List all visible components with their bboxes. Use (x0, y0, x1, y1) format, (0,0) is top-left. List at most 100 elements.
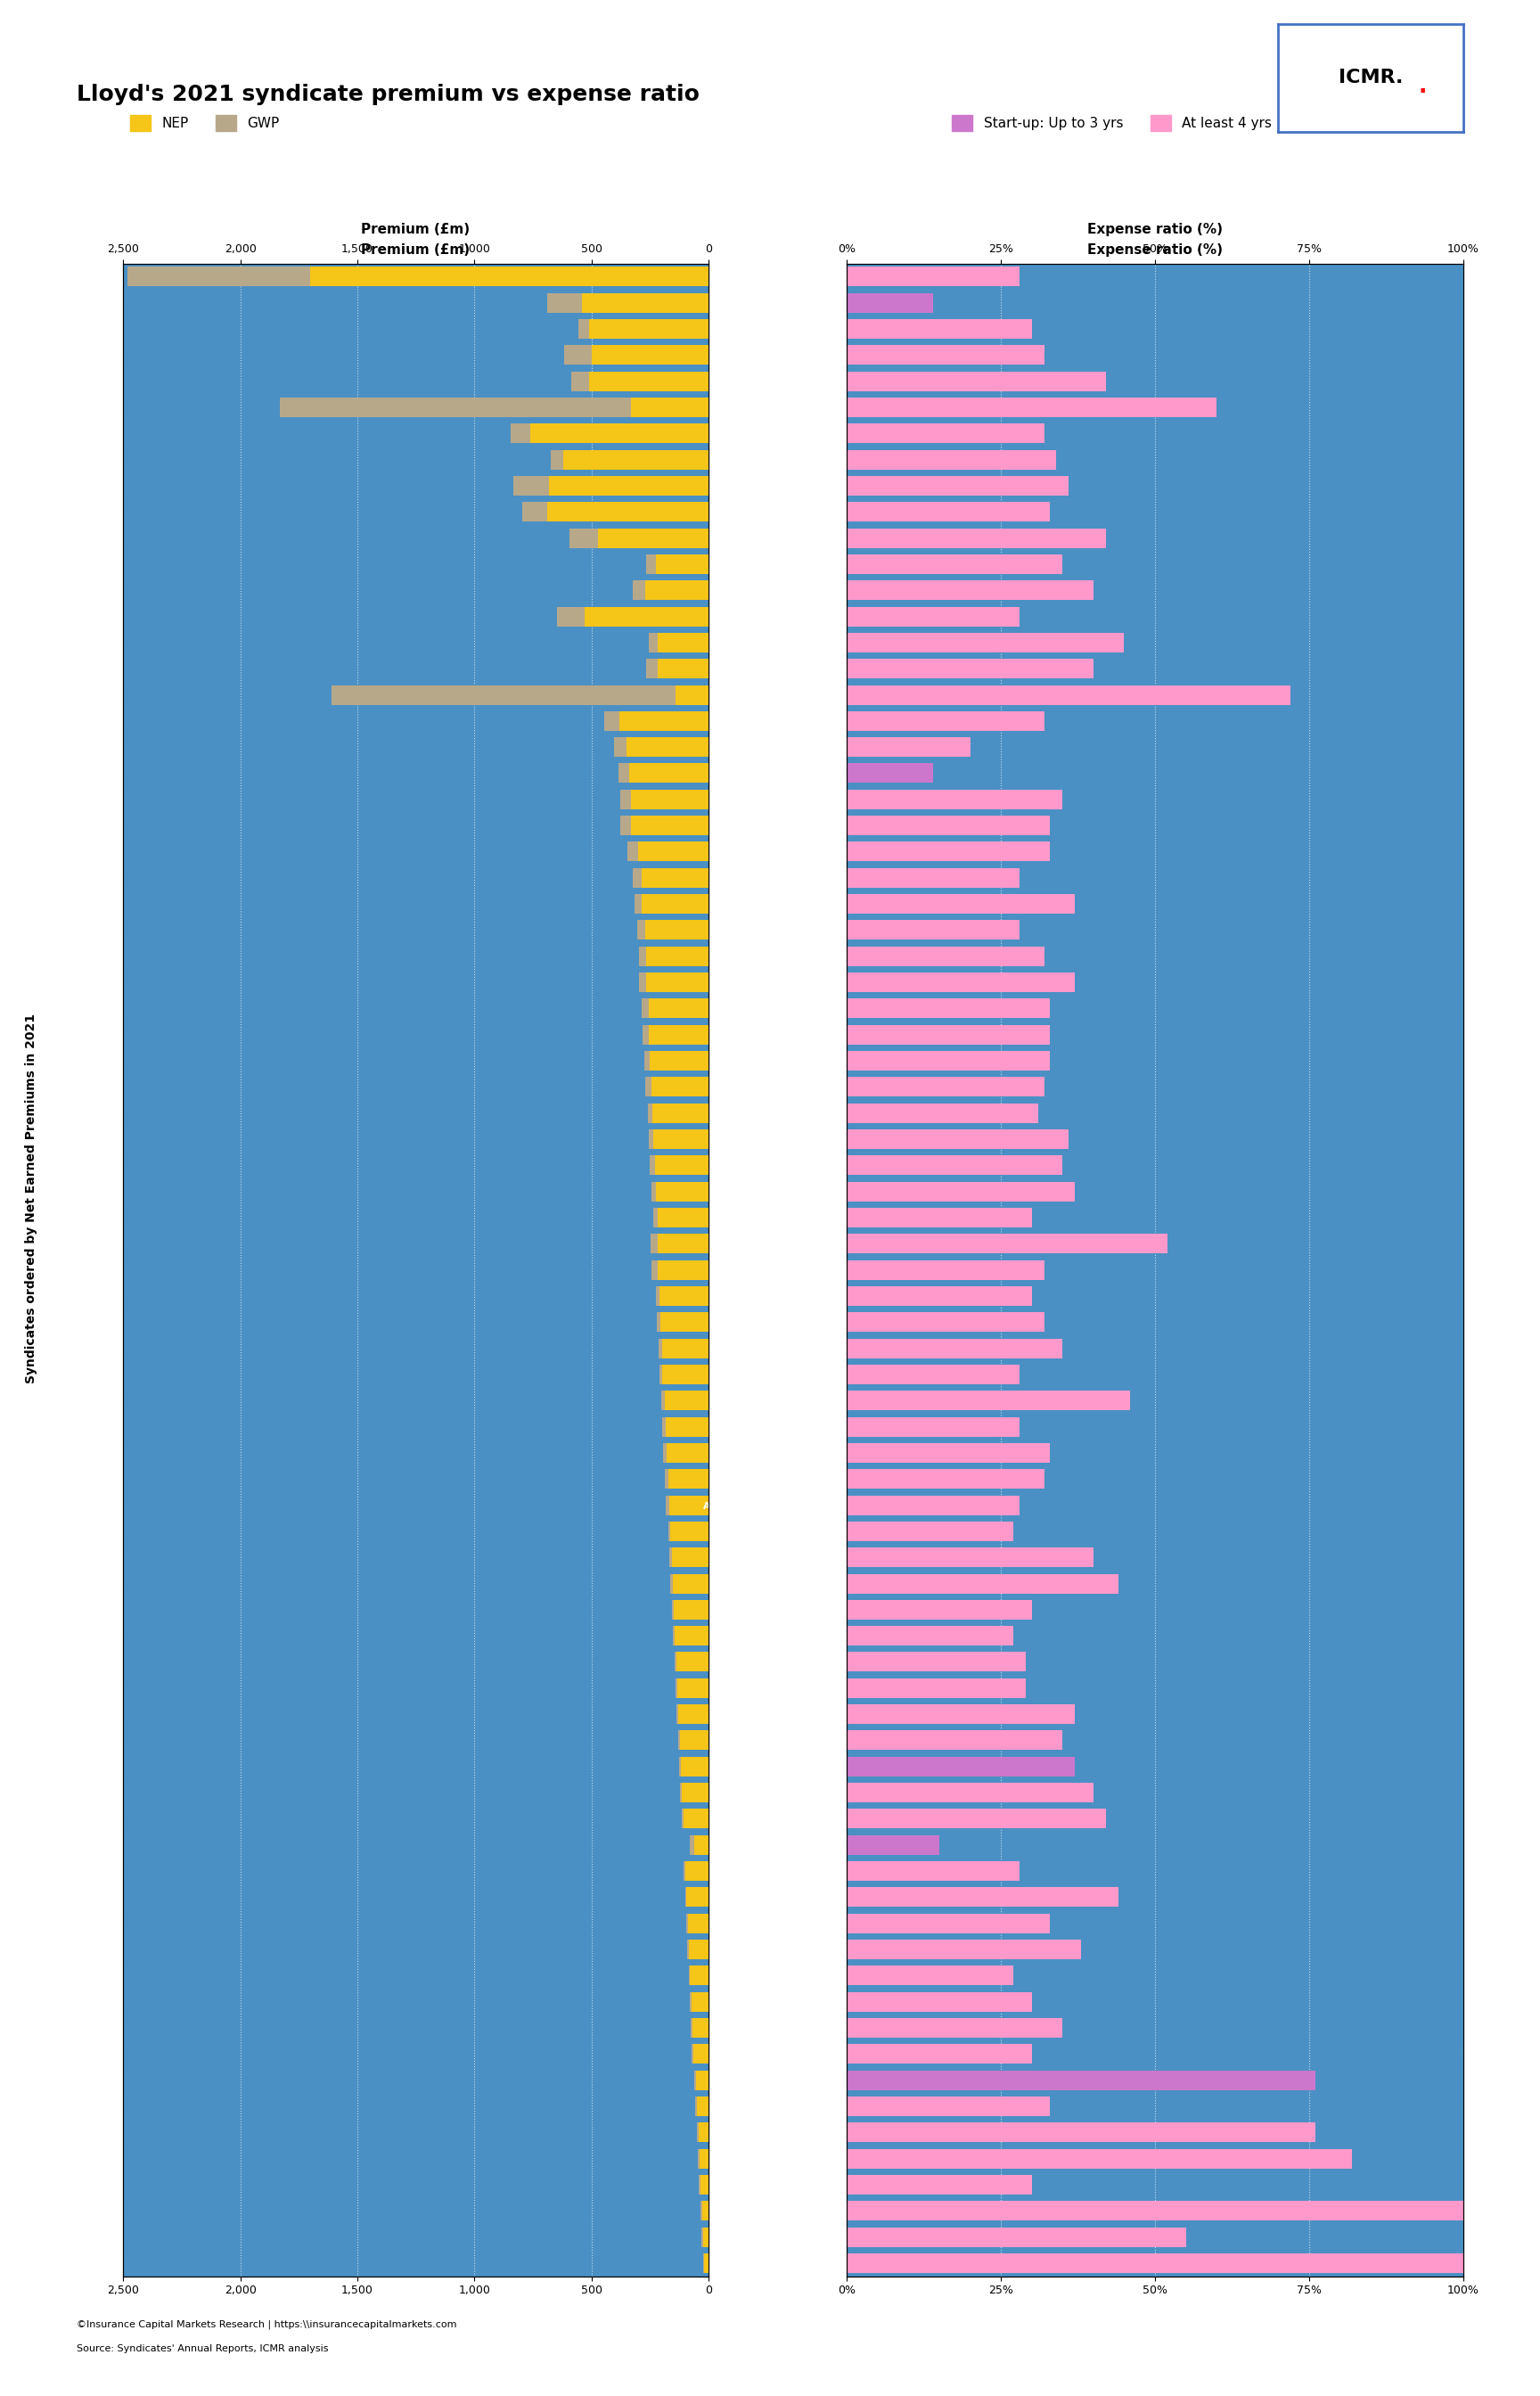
Bar (847, 371, 1106, 391)
Bar (847, 2123, 1315, 2142)
Bar (847, 920, 1019, 939)
Bar (584, 606, 708, 625)
Bar (659, 1287, 708, 1306)
Bar (633, 867, 708, 887)
Bar (701, 2202, 708, 2221)
Bar (847, 1601, 1032, 1620)
Bar (847, 1783, 1093, 1802)
Bar (564, 450, 708, 470)
Bar (691, 2044, 708, 2063)
Bar (847, 1627, 1013, 1646)
Bar (645, 580, 708, 599)
Bar (704, 2228, 708, 2247)
Bar (847, 1495, 1019, 1514)
Bar (687, 1888, 708, 1907)
Bar (571, 371, 708, 391)
Text: ICMR.: ICMR. (1338, 69, 1403, 86)
Bar (847, 1102, 1038, 1124)
Bar (847, 1965, 1013, 1986)
Bar (678, 1730, 708, 1749)
Bar (847, 606, 1019, 625)
Bar (704, 2252, 708, 2274)
Bar (664, 1442, 708, 1462)
Bar (847, 1914, 1050, 1934)
Bar (668, 1469, 708, 1488)
Bar (653, 1102, 708, 1124)
Bar (687, 1914, 708, 1934)
Bar (847, 2044, 1032, 2063)
Bar (675, 1627, 708, 1646)
Bar (676, 1677, 708, 1699)
Bar (631, 398, 708, 417)
Bar (670, 1574, 708, 1593)
Bar (847, 527, 1106, 549)
Bar (847, 1366, 1019, 1385)
Bar (656, 1313, 708, 1332)
Bar (847, 2252, 1463, 2274)
Bar (628, 764, 708, 783)
Bar (513, 477, 708, 496)
Bar (847, 1862, 1019, 1881)
Bar (847, 1339, 1063, 1359)
Bar (693, 2017, 708, 2037)
Bar (659, 1339, 708, 1359)
Bar (682, 1809, 708, 1828)
Bar (682, 1783, 708, 1802)
Bar (591, 345, 708, 364)
Bar (658, 1208, 708, 1227)
Bar (847, 1208, 1032, 1227)
Bar (671, 1601, 708, 1620)
Bar (658, 659, 708, 678)
Bar (688, 1965, 708, 1986)
Bar (847, 738, 970, 757)
Bar (550, 450, 708, 470)
Bar (633, 580, 708, 599)
Bar (847, 292, 933, 311)
Bar (847, 1704, 1075, 1725)
Bar (847, 319, 1032, 338)
Bar (650, 1052, 708, 1071)
Bar (847, 1677, 1026, 1699)
Bar (648, 999, 708, 1018)
Bar (661, 1313, 708, 1332)
Bar (847, 659, 1093, 678)
Bar (702, 2202, 708, 2221)
Bar (511, 424, 708, 443)
Bar (619, 712, 708, 731)
Bar (582, 292, 708, 311)
Bar (647, 946, 708, 966)
Legend: Start-up: Up to 3 yrs, At least 4 yrs: Start-up: Up to 3 yrs, At least 4 yrs (952, 115, 1272, 132)
Bar (847, 791, 1063, 810)
Bar (704, 2252, 708, 2274)
Bar (847, 398, 1217, 417)
Bar (648, 1129, 708, 1150)
Bar (311, 266, 708, 288)
X-axis label: Expense ratio (%): Expense ratio (%) (1087, 223, 1223, 237)
Bar (698, 2096, 708, 2116)
Bar (647, 1102, 708, 1124)
Bar (627, 738, 708, 757)
Bar (675, 1601, 708, 1620)
Bar (698, 2123, 708, 2142)
Bar (847, 1653, 1026, 1672)
Bar (847, 1756, 1075, 1775)
Bar (690, 1965, 708, 1986)
Bar (696, 2070, 708, 2089)
Bar (550, 477, 708, 496)
Bar (695, 1835, 708, 1855)
Bar (679, 1730, 708, 1749)
Bar (847, 946, 1044, 966)
Text: Source: Syndicates' Annual Reports, ICMR analysis: Source: Syndicates' Annual Reports, ICMR… (77, 2343, 328, 2353)
Bar (847, 894, 1075, 913)
Bar (847, 1129, 1069, 1150)
Bar (656, 1287, 708, 1306)
Bar (631, 815, 708, 836)
Bar (618, 764, 708, 783)
Bar (665, 1495, 708, 1514)
Text: .: . (1418, 77, 1426, 98)
Bar (847, 2149, 1352, 2168)
Bar (847, 999, 1050, 1018)
Bar (645, 1078, 708, 1097)
Bar (847, 1052, 1050, 1071)
Bar (847, 1574, 1118, 1593)
